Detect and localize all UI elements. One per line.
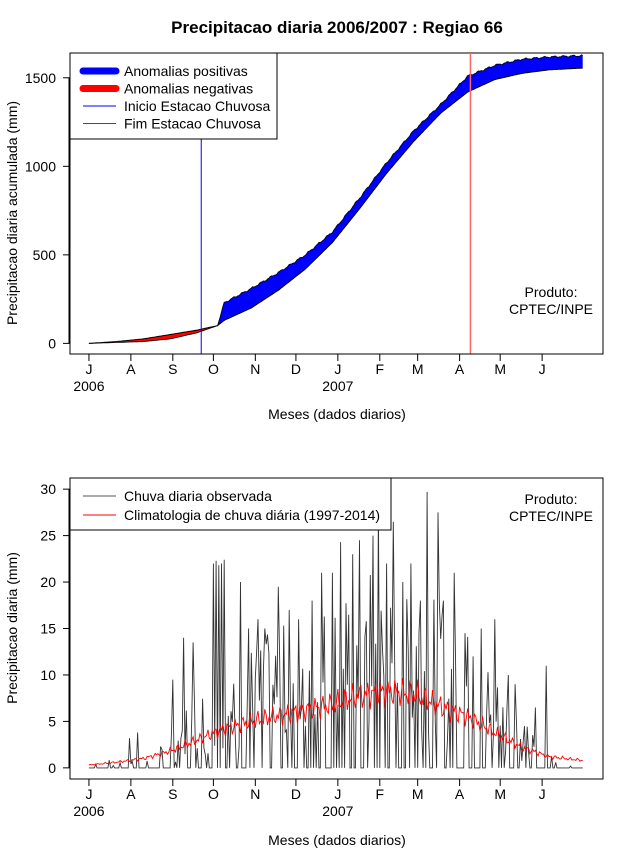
climatology-accum-line (88, 67, 583, 344)
daily-series (88, 491, 583, 769)
daily-product-source: CPTEC/INPE (509, 508, 593, 524)
accum-y-tick-label: 1500 (25, 70, 56, 86)
daily-legend-label: Chuva diaria observada (124, 488, 272, 504)
daily-y-tick-label: 25 (40, 528, 56, 544)
daily-x-tick-label: A (455, 786, 465, 802)
observed-accum-line (88, 54, 583, 344)
daily-x-tick-label: J (334, 786, 341, 802)
accum-year-label: 2007 (322, 378, 353, 394)
accum-x-tick-label: A (126, 361, 136, 377)
accum-x-tick-label: J (334, 361, 341, 377)
accum-x-tick-label: O (208, 361, 219, 377)
daily-x-tick-label: D (291, 786, 301, 802)
accum-y-tick-label: 1000 (25, 158, 56, 174)
accum-y-tick-label: 0 (48, 335, 56, 351)
daily-x-label: Meses (dados diarios) (268, 832, 406, 848)
daily-x-tick-label: J (85, 786, 92, 802)
daily-x-tick-label: M (494, 786, 506, 802)
accum-x-tick-label: A (455, 361, 465, 377)
daily-y-tick-label: 20 (40, 574, 56, 590)
accum-y-axis: 0 500 1000 1500 (25, 70, 70, 351)
accum-legend: Anomalias positivas Anomalias negativasIn… (69, 52, 278, 140)
daily-y-axis: 0 5 10 15 20 25 30 (40, 481, 70, 776)
accum-y-label: Precipitacao diaria acumulada (mm) (4, 101, 20, 325)
daily-y-tick-label: 0 (48, 760, 56, 776)
daily-x-tick-label: M (412, 786, 424, 802)
daily-y-tick-label: 10 (40, 667, 56, 683)
accum-legend-label: Anomalias positivas (124, 63, 248, 79)
daily-legend-box (69, 477, 392, 531)
accum-x-label: Meses (dados diarios) (268, 406, 406, 422)
accum-x-tick-label: M (412, 361, 424, 377)
daily-legend: Chuva diaria observada Climatologia de ch… (69, 477, 392, 531)
daily-year-label: 2006 (73, 803, 104, 819)
daily-legend-label: Climatologia de chuva diária (1997-2014) (124, 507, 380, 523)
daily-x-tick-label: F (376, 786, 385, 802)
daily-year-label: 2007 (322, 803, 353, 819)
accum-year-label: 2006 (73, 378, 104, 394)
daily-y-tick-label: 5 (48, 713, 56, 729)
accum-y-tick-label: 500 (33, 247, 57, 263)
accum-x-tick-label: M (494, 361, 506, 377)
accum-product-source: CPTEC/INPE (509, 301, 593, 317)
accum-x-tick-label: J (85, 361, 92, 377)
accum-x-tick-label: F (376, 361, 385, 377)
daily-x-tick-label: J (539, 786, 546, 802)
accum-legend-label: Anomalias negativas (124, 81, 253, 97)
accum-x-tick-label: D (291, 361, 301, 377)
daily-x-tick-label: S (168, 786, 177, 802)
daily-x-tick-label: A (126, 786, 136, 802)
daily-y-tick-label: 30 (40, 481, 56, 497)
accum-legend-box (69, 52, 278, 140)
observed-daily-line (88, 491, 583, 769)
accum-x-tick-label: N (250, 361, 260, 377)
accum-legend-label: Inicio Estacao Chuvosa (124, 98, 271, 114)
daily-y-label: Precipitacao diaria (mm) (4, 552, 20, 704)
accum-x-tick-label: J (539, 361, 546, 377)
daily-product-label: Produto: (525, 491, 578, 507)
daily-x-tick-label: N (250, 786, 260, 802)
accum-x-tick-label: S (168, 361, 177, 377)
climatology-daily-line (88, 677, 583, 766)
daily-x-tick-label: O (208, 786, 219, 802)
accum-product-label: Produto: (525, 284, 578, 300)
positive-anomaly-band (217, 54, 583, 326)
chart-title: Precipitacao diaria 2006/2007 : Regiao 6… (171, 18, 503, 37)
daily-y-tick-label: 15 (40, 621, 56, 637)
accum-legend-label: Fim Estacao Chuvosa (124, 116, 261, 132)
